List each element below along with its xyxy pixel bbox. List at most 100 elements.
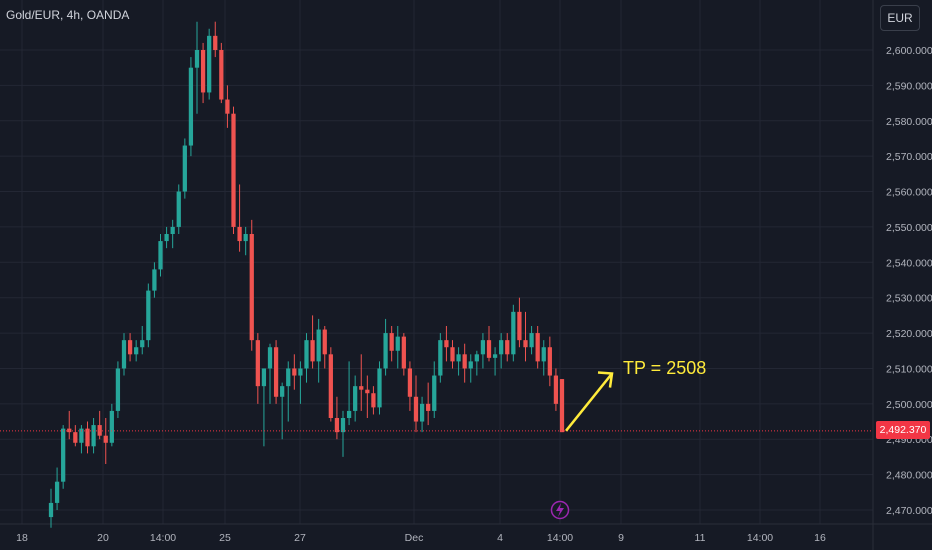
candle-body	[286, 368, 291, 387]
candle-body	[134, 347, 139, 355]
candle-body	[61, 428, 66, 482]
price-axis-label: 2,580.000	[886, 116, 932, 128]
price-axis-label: 2,550.000	[886, 222, 932, 234]
candle-body	[115, 368, 121, 411]
time-axis-label: 14:00	[547, 532, 573, 544]
candle-body	[456, 354, 461, 362]
candle-body	[219, 50, 224, 100]
candle-body	[273, 347, 279, 397]
candle-body	[413, 396, 419, 422]
time-axis-label: 11	[695, 532, 706, 544]
candle-body	[426, 403, 431, 411]
candle-body	[316, 329, 321, 362]
candle-body	[395, 336, 400, 351]
candle-body	[261, 368, 267, 387]
candle-body	[407, 368, 413, 397]
candle-body	[182, 145, 187, 192]
current-price-label: 2,492.370	[876, 421, 930, 439]
candle-body	[511, 311, 516, 355]
candle-body	[505, 340, 510, 355]
candle-body	[73, 432, 78, 443]
time-axis-label: Dec	[405, 532, 424, 544]
target-price-label: TP = 2508	[623, 358, 706, 378]
chart-title: Gold/EUR, 4h, OANDA	[6, 8, 129, 22]
price-axis-label: 2,590.000	[886, 80, 932, 92]
candle-body	[146, 290, 151, 341]
lightning-event-icon[interactable]	[550, 500, 570, 520]
time-axis-label: 9	[618, 532, 624, 544]
candle-body	[237, 226, 242, 242]
candle-body	[462, 354, 467, 369]
currency-selector[interactable]: EUR	[880, 5, 920, 31]
candle-body	[389, 333, 394, 351]
candle-body	[474, 354, 479, 362]
candle-body	[499, 340, 504, 355]
candle-body	[176, 191, 181, 227]
candle-body	[170, 226, 175, 234]
candle-body	[365, 389, 370, 394]
candle-body	[419, 403, 425, 422]
candle-body	[127, 340, 133, 355]
candle-body	[304, 340, 309, 369]
candle-body	[517, 311, 522, 341]
price-axis-label: 2,470.000	[886, 505, 932, 517]
candle-body	[444, 340, 449, 348]
candle-body	[559, 379, 565, 433]
candle-body	[280, 386, 285, 397]
time-axis-label: 14:00	[150, 532, 176, 544]
candle-body	[547, 347, 552, 376]
candle-body	[450, 347, 455, 362]
candle-body	[200, 50, 206, 93]
price-axis-label: 2,570.000	[886, 151, 932, 163]
price-axis-label: 2,510.000	[886, 363, 932, 375]
candle-body	[486, 340, 492, 358]
candle-body	[377, 368, 382, 408]
candle-body	[353, 386, 358, 411]
candle-body	[225, 99, 230, 114]
candle-body	[292, 368, 297, 376]
time-axis-label: 14:00	[747, 532, 773, 544]
target-arrow	[565, 372, 613, 432]
candle-body	[54, 481, 60, 503]
candle-body	[535, 333, 540, 362]
candle-body	[529, 333, 534, 348]
time-axis-label: 27	[294, 532, 306, 544]
candle-body	[371, 393, 376, 408]
price-axis-label: 2,480.000	[886, 470, 932, 482]
candle-body	[267, 347, 273, 369]
candle-body	[438, 340, 443, 376]
candle-body	[243, 234, 248, 242]
candle-body	[346, 410, 352, 418]
candle-body	[359, 386, 364, 390]
time-axis-label: 18	[16, 532, 28, 544]
candle-body	[79, 428, 84, 443]
candle-body	[322, 329, 327, 355]
time-axis-label: 20	[97, 532, 109, 544]
candle-body	[158, 241, 163, 270]
price-axis-label: 2,500.000	[886, 399, 932, 411]
candle-body	[213, 35, 218, 50]
candle-body	[383, 333, 388, 369]
candle-body	[310, 340, 315, 362]
price-axis-label: 2,520.000	[886, 328, 932, 340]
candle-body	[207, 35, 212, 93]
candle-body	[109, 410, 114, 443]
price-axis-label: 2,560.000	[886, 187, 932, 199]
candle-body	[164, 234, 169, 242]
time-axis-label: 4	[497, 532, 503, 544]
candle-body	[194, 50, 200, 68]
candle-body	[231, 113, 236, 227]
candle-body	[334, 418, 340, 433]
candle-body	[48, 502, 54, 518]
candle-body	[121, 340, 127, 369]
price-axis-label: 2,540.000	[886, 257, 932, 269]
candle-body	[492, 354, 498, 358]
candle-body	[468, 361, 473, 369]
candle-body	[432, 375, 437, 411]
time-axis-label: 16	[814, 532, 826, 544]
time-axis-label: 25	[219, 532, 231, 544]
price-axis-label: 2,600.000	[886, 45, 932, 57]
candle-body	[255, 340, 260, 387]
candle-body	[91, 425, 96, 447]
